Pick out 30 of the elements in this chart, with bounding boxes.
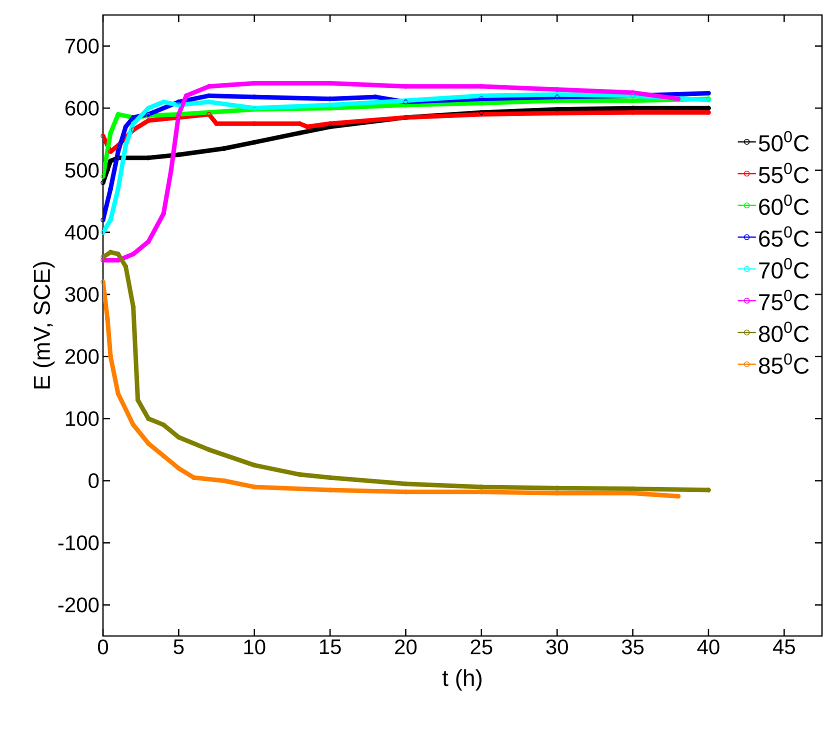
x-tick-label: 25 [470,640,492,654]
legend-label: 70$^{0}$C [759,258,809,279]
x-tick-label: 30 [546,640,568,654]
x-tick-label: 20 [395,640,417,654]
x-tick-label: 10 [244,640,266,654]
x-tick-label: 45 [772,640,795,654]
y-tick-label: 100 [66,411,99,426]
y-axis-title: E (mV, SCE) [33,262,55,388]
y-tick-label: -200 [58,598,99,612]
y-tick-label: 400 [64,224,99,240]
x-tick-label: 40 [697,640,720,654]
legend-label: 50$^{0}$C [758,130,809,152]
y-tick-label: 600 [66,100,99,116]
legend-label: 55$^{0}$C [758,162,809,184]
legend-label: 85$^{0}$C [758,353,809,374]
y-tick-label: 300 [65,287,99,302]
x-axis-title: t (h) [442,669,482,691]
x-tick-label: 5 [174,640,184,654]
legend-label: 75$^{0}$C [759,290,809,310]
legend-label: 65$^{0}$C [759,226,809,247]
legend-label: 60$^{0}$C [759,194,809,215]
y-tick-label: 500 [65,162,99,178]
y-tick-label: 700 [66,38,99,54]
y-tick-label: 0 [88,473,99,488]
x-tick-label: 0 [98,640,108,654]
legend-label: 80$^{0}$C [758,322,809,342]
x-tick-label: 35 [622,640,644,654]
y-tick-label: 200 [65,349,99,364]
y-tick-label: -100 [58,535,99,550]
x-tick-label: 15 [320,640,341,654]
